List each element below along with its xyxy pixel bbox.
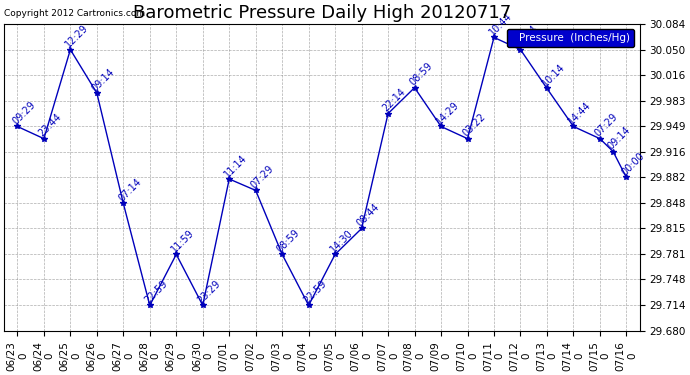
Text: 10:14: 10:14 [540,62,566,88]
Text: 07:29: 07:29 [593,112,620,139]
Text: 07:29: 07:29 [248,164,275,190]
Text: 23:44: 23:44 [37,112,63,139]
Text: 08:44: 08:44 [355,202,382,228]
Text: 22:59: 22:59 [302,278,328,305]
Text: 08:59: 08:59 [275,228,302,254]
Text: 12:29: 12:29 [63,23,90,50]
Text: 10:44: 10:44 [487,11,513,38]
Text: 09:14: 09:14 [90,66,117,93]
Text: 11:59: 11:59 [169,228,196,254]
Text: 07:14: 07:14 [116,177,143,203]
Title: Barometric Pressure Daily High 20120717: Barometric Pressure Daily High 20120717 [132,4,511,22]
Text: Copyright 2012 Cartronics.com: Copyright 2012 Cartronics.com [4,9,146,18]
Text: 10:14: 10:14 [513,23,540,50]
Text: 00:00: 00:00 [620,151,646,177]
Text: 11:14: 11:14 [222,152,249,179]
Text: 14:44: 14:44 [566,100,593,126]
Text: 09:29: 09:29 [10,100,37,126]
Text: 14:29: 14:29 [434,100,461,126]
Text: 23:29: 23:29 [196,279,223,305]
Text: 22:14: 22:14 [381,87,408,114]
Legend: Pressure  (Inches/Hg): Pressure (Inches/Hg) [506,29,634,47]
Text: 22:59: 22:59 [143,278,170,305]
Text: 03:22: 03:22 [460,112,487,139]
Text: 14:30: 14:30 [328,228,355,254]
Text: 08:59: 08:59 [408,61,434,88]
Text: 09:14: 09:14 [606,125,633,152]
